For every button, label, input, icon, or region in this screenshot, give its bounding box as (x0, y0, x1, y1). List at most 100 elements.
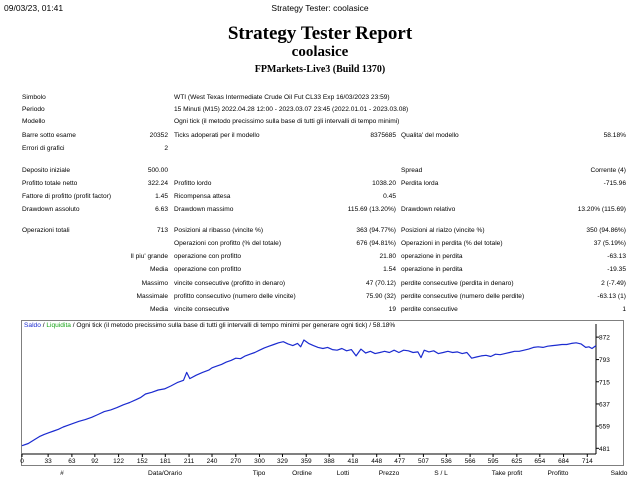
errors-value: 2 (164, 145, 168, 152)
maximal-loss-value: -63.13 (1) (597, 293, 626, 300)
x-tick-label: 566 (465, 458, 476, 465)
spread-label: Spread (401, 167, 423, 174)
avg-consec-losses-value: 1 (622, 306, 626, 313)
x-tick-label: 300 (254, 458, 265, 465)
rel-drawdown-label: Drawdown relativo (401, 206, 456, 213)
column-header: Prezzo (378, 470, 400, 477)
profit-trades-label: Operazioni con profitto (% del totale) (174, 240, 282, 247)
x-tick-label: 152 (137, 458, 148, 465)
total-trades-value: 713 (156, 227, 168, 234)
column-header: Profitto (547, 470, 569, 477)
max-consec-losses-value: 2 (-7.49) (601, 280, 626, 287)
errors-label: Errori di grafici (22, 145, 65, 152)
x-tick-label: 240 (207, 458, 218, 465)
column-header: Ordine (292, 470, 312, 477)
maximal-label: Massimale (136, 293, 168, 300)
max-drawdown-value: 115.69 (13.20%) (347, 206, 396, 213)
symbol-label: Simbolo (22, 94, 46, 101)
x-tick-label: 448 (371, 458, 382, 465)
y-tick-label: 559 (599, 424, 610, 431)
column-header: Take profit (491, 470, 523, 477)
column-header: S / L (434, 470, 448, 477)
bars-value: 20352 (149, 132, 168, 139)
quality-label: Qualita' del modello (401, 132, 459, 139)
total-trades-label: Operazioni totali (22, 227, 70, 234)
net-profit-label: Profitto totale netto (22, 180, 78, 187)
x-tick-label: 684 (558, 458, 569, 465)
ticks-value: 8375685 (370, 132, 396, 139)
ea-name: coolasice (291, 44, 349, 60)
profit-factor-value: 1.45 (155, 193, 168, 200)
long-positions-value: 350 (94.86%) (586, 227, 626, 234)
column-header: # (60, 470, 64, 477)
legend-description: / Ogni tick (il metodo precissimo sulla … (70, 322, 396, 329)
print-title: Strategy Tester: coolasice (271, 3, 369, 13)
deposit-label: Deposito iniziale (22, 167, 71, 174)
max-consec-losses-label: perdite consecutive (perdita in denaro) (401, 280, 514, 287)
gross-loss-label: Perdita lorda (401, 180, 439, 187)
average-loss-value: -19.35 (607, 266, 626, 273)
profit-factor-label: Fattore di profitto (profit factor) (22, 193, 112, 200)
maximum-label: Massimo (141, 280, 168, 287)
largest-profit-label: operazione con profitto (174, 253, 242, 260)
maximal-profit-value: 75.90 (32) (365, 293, 396, 300)
legend-saldo: Saldo (24, 322, 41, 329)
x-tick-label: 63 (68, 458, 76, 465)
saldo-series-line (21, 339, 597, 447)
x-tick-label: 595 (488, 458, 499, 465)
period-label: Periodo (22, 106, 45, 113)
maximal-profit-label: profitto consecutivo (numero delle vinci… (174, 293, 296, 300)
y-tick-label: 715 (599, 379, 610, 386)
avg-consec-losses-label: perdite consecutive (401, 306, 458, 313)
average-label: Media (150, 266, 168, 273)
y-tick-label: 637 (599, 401, 610, 408)
x-tick-label: 329 (277, 458, 288, 465)
average-loss-label: operazione in perdita (401, 266, 463, 273)
long-positions-label: Posizioni al rialzo (vincite %) (401, 227, 485, 234)
quality-value: 58.18% (603, 132, 626, 139)
profit-trades-value: 676 (94.81%) (356, 240, 396, 247)
largest-label: Il piu' grande (130, 253, 168, 260)
column-header: Saldo (610, 470, 628, 477)
x-tick-label: 0 (20, 458, 24, 465)
x-tick-label: 507 (418, 458, 429, 465)
loss-trades-value: 37 (5.19%) (593, 240, 626, 247)
expected-payoff-value: 0.45 (383, 193, 396, 200)
x-tick-label: 270 (230, 458, 241, 465)
chart-legend: Saldo / Liquidita / Ogni tick (il metodo… (24, 322, 395, 329)
x-tick-label: 536 (441, 458, 452, 465)
maximal-loss-label: perdite consecutive (numero delle perdit… (401, 293, 525, 300)
x-tick-label: 625 (511, 458, 522, 465)
average2-label: Media (150, 306, 168, 313)
max-consec-wins-value: 47 (70.12) (365, 280, 396, 287)
rel-drawdown-value: 13.20% (115.69) (577, 206, 626, 213)
largest-loss-label: operazione in perdita (401, 253, 463, 260)
loss-trades-label: Operazioni in perdita (% del totale) (401, 240, 503, 247)
stats-table: Barre sotto esame 20352 Ticks adoperati … (22, 132, 626, 313)
y-tick-label: 481 (599, 446, 610, 453)
y-tick-label: 872 (599, 335, 610, 342)
gross-profit-value: 1038.20 (372, 180, 396, 187)
abs-drawdown-label: Drawdown assoluto (22, 206, 80, 213)
avg-consec-wins-label: vincite consecutive (174, 306, 230, 313)
x-tick-label: 418 (348, 458, 359, 465)
column-header: Tipo (252, 470, 266, 477)
x-tick-label: 211 (184, 458, 195, 465)
expected-payoff-label: Ricompensa attesa (174, 193, 231, 200)
average-profit-label: operazione con profitto (174, 266, 242, 273)
average-profit-value: 1.54 (383, 266, 396, 273)
symbol-value: WTI (West Texas Intermediate Crude Oil F… (174, 94, 390, 101)
x-tick-label: 92 (91, 458, 99, 465)
x-tick-label: 122 (113, 458, 124, 465)
x-tick-label: 33 (45, 458, 53, 465)
largest-profit-value: 21.80 (379, 253, 396, 260)
x-tick-label: 388 (324, 458, 335, 465)
gross-profit-label: Profitto lordo (174, 180, 212, 187)
column-header: Data/Orario (147, 470, 183, 477)
legend-separator: / (40, 322, 47, 329)
x-tick-label: 714 (582, 458, 593, 465)
max-consec-wins-label: vincite consecutive (profitto in denaro) (174, 280, 286, 287)
server-build: FPMarkets-Live3 (Build 1370) (254, 64, 386, 75)
x-tick-label: 654 (534, 458, 545, 465)
